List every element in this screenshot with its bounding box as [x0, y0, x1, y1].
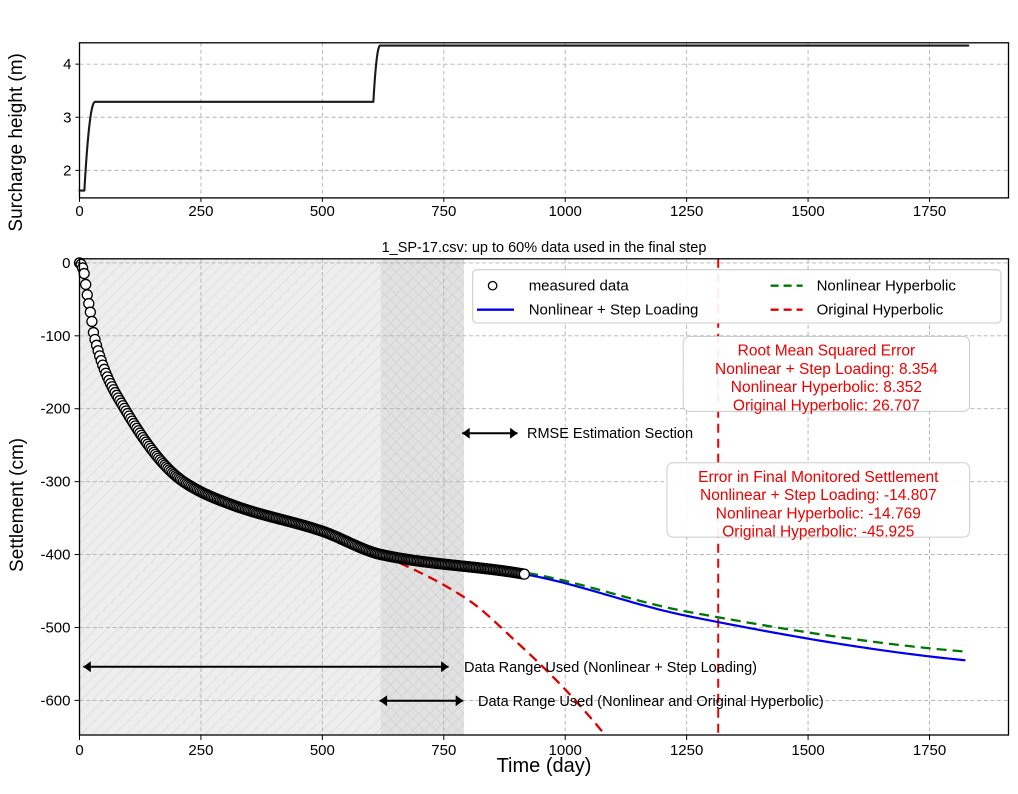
svg-text:750: 750: [431, 203, 456, 220]
svg-text:Original Hyperbolic: Original Hyperbolic: [817, 302, 944, 319]
svg-text:1750: 1750: [913, 742, 946, 759]
svg-text:Nonlinear + Step Loading: -14.: Nonlinear + Step Loading: -14.807: [700, 487, 937, 504]
svg-text:-300: -300: [40, 474, 70, 491]
svg-text:Nonlinear Hyperbolic: 8.352: Nonlinear Hyperbolic: 8.352: [731, 379, 922, 396]
svg-text:RMSE Estimation Section: RMSE Estimation Section: [527, 426, 693, 442]
svg-text:250: 250: [188, 203, 213, 220]
svg-text:Original Hyperbolic: -45.925: Original Hyperbolic: -45.925: [722, 524, 914, 541]
svg-text:Nonlinear Hyperbolic: Nonlinear Hyperbolic: [817, 278, 957, 295]
svg-text:1500: 1500: [791, 203, 824, 220]
svg-text:2: 2: [63, 162, 71, 179]
svg-text:0: 0: [62, 255, 70, 272]
svg-text:Nonlinear + Step Loading: Nonlinear + Step Loading: [529, 302, 699, 319]
svg-text:-600: -600: [40, 692, 70, 709]
svg-text:-400: -400: [40, 547, 70, 564]
svg-text:1500: 1500: [791, 742, 824, 759]
svg-text:Data Range Used (Nonlinear + S: Data Range Used (Nonlinear + Step Loadin…: [464, 660, 757, 676]
svg-text:500: 500: [310, 203, 335, 220]
svg-text:500: 500: [310, 742, 335, 759]
svg-text:Time (day): Time (day): [497, 755, 592, 777]
svg-text:Error in Final Monitored Settl: Error in Final Monitored Settlement: [698, 469, 939, 486]
svg-text:1750: 1750: [913, 203, 946, 220]
svg-text:1250: 1250: [670, 203, 703, 220]
svg-text:Data Range Used (Nonlinear and: Data Range Used (Nonlinear and Original …: [478, 694, 824, 710]
svg-text:Surcharge height (m): Surcharge height (m): [6, 53, 27, 231]
svg-text:measured data: measured data: [529, 278, 630, 295]
svg-text:750: 750: [431, 742, 456, 759]
svg-text:Nonlinear + Step Loading: 8.35: Nonlinear + Step Loading: 8.354: [715, 361, 938, 378]
svg-text:Root Mean Squared Error: Root Mean Squared Error: [738, 343, 915, 360]
svg-text:3: 3: [63, 109, 71, 126]
svg-text:Settlement (cm): Settlement (cm): [7, 438, 28, 572]
svg-text:250: 250: [188, 742, 213, 759]
svg-text:4: 4: [63, 56, 71, 73]
svg-text:-100: -100: [40, 328, 70, 345]
svg-text:-500: -500: [40, 619, 70, 636]
svg-text:1000: 1000: [549, 203, 582, 220]
svg-text:1250: 1250: [670, 742, 703, 759]
svg-text:1_SP-17.csv: up to 60% data us: 1_SP-17.csv: up to 60% data used in the …: [382, 240, 707, 256]
svg-text:0: 0: [75, 742, 83, 759]
svg-text:Original Hyperbolic: 26.707: Original Hyperbolic: 26.707: [733, 397, 920, 414]
svg-text:Nonlinear Hyperbolic: -14.769: Nonlinear Hyperbolic: -14.769: [716, 505, 921, 522]
svg-text:0: 0: [75, 203, 83, 220]
svg-text:-200: -200: [40, 401, 70, 418]
